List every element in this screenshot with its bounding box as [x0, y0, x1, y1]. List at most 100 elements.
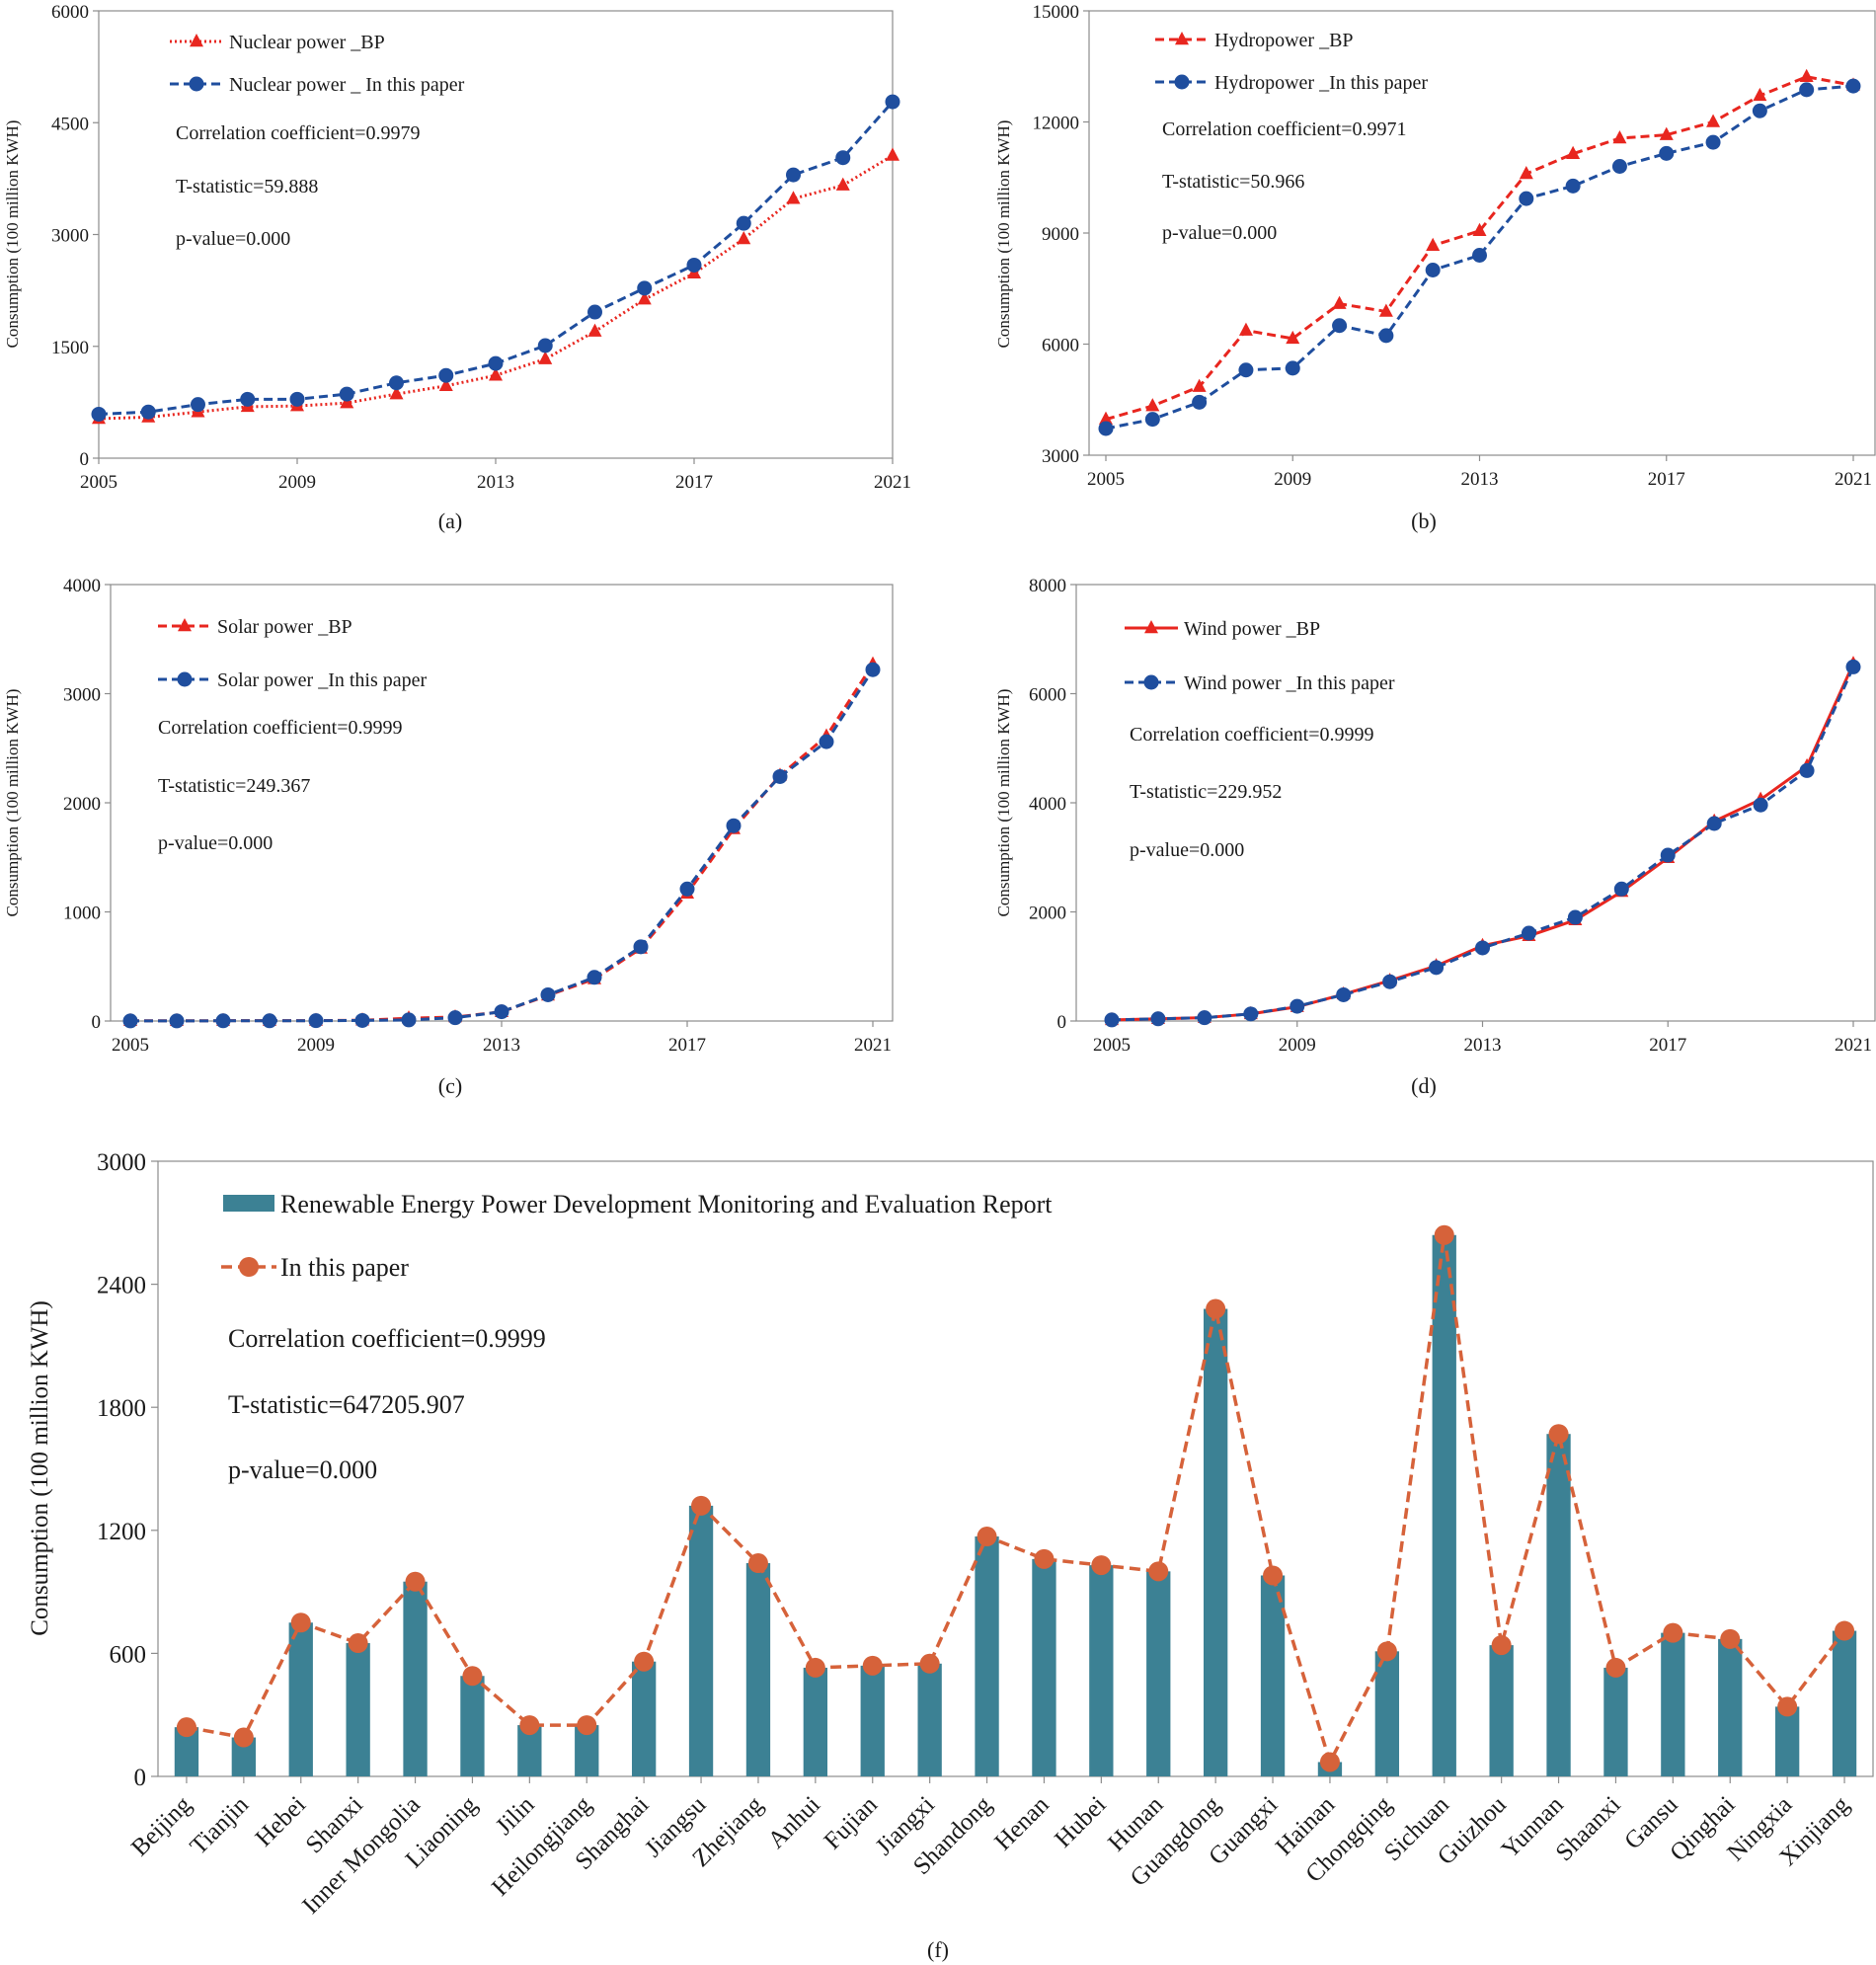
chart-a-series-2-point [191, 397, 205, 413]
chart-d-legend-label: Wind power _BP [1184, 618, 1320, 640]
chart-b-series-1-point [1286, 330, 1300, 345]
chart-b-series-1-point [1192, 378, 1207, 392]
chart-f-ytick-label: 3000 [97, 1149, 146, 1176]
chart-b-series-1-point [1799, 68, 1814, 82]
chart-f-xtick-label: Beijing [126, 1791, 196, 1861]
chart-f-stat-correlation: Correlation coefficient=0.9999 [228, 1324, 546, 1353]
chart-d-ytick-label: 4000 [1029, 794, 1066, 815]
chart-f-ytick-label: 1800 [97, 1395, 146, 1422]
chart-b-series-1-point [1378, 303, 1393, 317]
chart-c-xtick-label: 2013 [483, 1035, 520, 1056]
chart-d-stat-t: T-statistic=229.952 [1130, 781, 1282, 803]
chart-d-series-2-point [1150, 1011, 1166, 1027]
chart-a-stat-t: T-statistic=59.888 [176, 176, 318, 197]
chart-f-bar [1718, 1638, 1743, 1776]
chart-f-bar [1203, 1308, 1228, 1776]
chart-b-series-1-point [1238, 322, 1253, 336]
chart-d-series-2-point [1475, 940, 1490, 956]
chart-c-series-2-point [726, 818, 742, 833]
chart-d-series-2-point [1104, 1012, 1120, 1028]
chart-a-legend-swatch-marker [190, 33, 203, 47]
chart-c-legend-label: Solar power _In this paper [217, 669, 428, 691]
chart-d-xtick-label: 2005 [1093, 1035, 1131, 1056]
chart-f-xtick-label: Jilin [491, 1791, 540, 1841]
chart-f-stat-p: p-value=0.000 [228, 1455, 377, 1484]
chart-f-bar [803, 1667, 828, 1776]
chart-f-line-point [290, 1612, 311, 1633]
chart-c-series-2-point [679, 881, 695, 897]
chart-d-xtick-label: 2009 [1279, 1035, 1316, 1056]
chart-f-line-point [1548, 1424, 1569, 1445]
chart-a-legend-label: Nuclear power _BP [229, 32, 385, 53]
chart-d-series-2-point [1799, 762, 1815, 778]
chart-b-series-2-point [1098, 421, 1114, 436]
chart-f-bar [1032, 1558, 1056, 1776]
chart-d-legend-swatch-marker [1143, 674, 1159, 690]
chart-c-ytick-label: 4000 [63, 576, 101, 596]
chart-f-bar [1661, 1632, 1685, 1776]
chart-c-xtick-label: 2009 [297, 1035, 335, 1056]
chart-d-ytick-label: 6000 [1029, 685, 1066, 706]
chart-b-legend-swatch-marker [1174, 74, 1190, 90]
chart-d-series-2-point [1613, 881, 1629, 897]
chart-a-series-2-point [339, 386, 354, 402]
chart-f-line-point [462, 1666, 483, 1687]
chart-f-bar [1603, 1667, 1628, 1776]
chart-f-line-point [1605, 1657, 1626, 1678]
chart-a-ytick-label: 4500 [51, 114, 89, 134]
chart-c-series-2-point [586, 970, 602, 985]
chart-f-bar [1546, 1434, 1571, 1776]
chart-c-legend-label: Solar power _BP [217, 616, 352, 638]
chart-d-caption: (d) [1411, 1073, 1437, 1098]
chart-c-series-2-point [494, 1004, 509, 1020]
chart-b-series-2-point [1192, 394, 1208, 410]
chart-a-series-2-point [537, 338, 553, 354]
chart-f-line-series [186, 1233, 1846, 1765]
chart-c-series-2-point [262, 1013, 277, 1029]
chart-b-series-2-point [1285, 360, 1300, 376]
chart-c-xtick-label: 2021 [854, 1035, 892, 1056]
chart-b-series-2-point [1378, 328, 1394, 344]
chart-a-legend-label: Nuclear power _ In this paper [229, 74, 465, 96]
chart-f-line-point [1148, 1561, 1169, 1582]
chart-b-ylabel: Consumption (100 million KWH) [994, 120, 1013, 349]
chart-a-ytick-label: 3000 [51, 226, 89, 247]
chart-b-series-1-point [1472, 222, 1487, 236]
chart-b-series-2-point [1519, 191, 1534, 206]
chart-a-ytick-label: 1500 [51, 338, 89, 358]
chart-f-line-point [1434, 1224, 1454, 1245]
chart-d-series-2-point [1567, 909, 1583, 925]
chart-f-line-point [348, 1633, 368, 1654]
chart-a-series-2-point [835, 150, 851, 166]
chart-d-series-2-point [1382, 974, 1398, 989]
chart-a-series-1-point [737, 230, 751, 245]
chart-f-stat-t: T-statistic=647205.907 [228, 1390, 465, 1419]
chart-b-stat-p: p-value=0.000 [1162, 222, 1277, 244]
chart-d-series-2-point [1753, 797, 1768, 813]
chart-b-series-1-point [1426, 237, 1441, 251]
chart-f-legend-label: In this paper [280, 1253, 409, 1282]
chart-d-ytick-label: 2000 [1029, 904, 1066, 924]
chart-a-xtick-label: 2021 [874, 472, 911, 493]
chart-b-xtick-label: 2013 [1461, 469, 1499, 490]
chart-a-ytick-label: 6000 [51, 2, 89, 23]
chart-d-series-2-point [1336, 986, 1352, 1002]
chart-d-series-2-point [1660, 847, 1676, 863]
chart-f-legend-label: Renewable Energy Power Development Monit… [280, 1190, 1053, 1218]
chart-c-stat-p: p-value=0.000 [158, 832, 273, 854]
chart-b: 3000 6000 9000 12000 15000 2005 2009 2013 2017 2… [994, 2, 1876, 533]
chart-a-series-2-point [488, 355, 504, 371]
chart-f-line-point [1777, 1696, 1798, 1717]
chart-f-xtick-label: Hebei [251, 1791, 311, 1851]
chart-d-xtick-label: 2013 [1464, 1035, 1502, 1056]
chart-b-series-2-point [1752, 103, 1767, 118]
chart-c-series-2-point [169, 1013, 185, 1029]
chart-f-line-point [805, 1657, 825, 1678]
chart-f-caption: (f) [927, 1937, 949, 1962]
chart-a-xtick-label: 2009 [278, 472, 316, 493]
chart-f-legend-swatch-bar [223, 1195, 274, 1212]
chart-f-line-point [1835, 1620, 1855, 1641]
chart-b-ytick-label: 9000 [1042, 224, 1079, 245]
chart-b-ytick-label: 12000 [1033, 114, 1080, 134]
chart-d-xtick-label: 2021 [1835, 1035, 1872, 1056]
